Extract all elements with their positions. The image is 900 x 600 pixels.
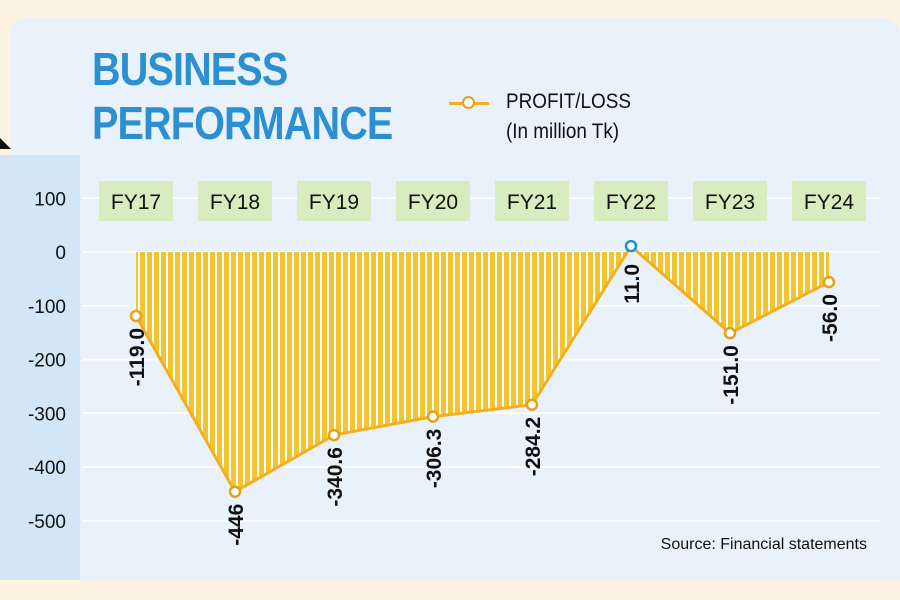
x-axis-categories: FY17 FY18 FY19 FY20 FY21 FY22 FY23 FY24 (99, 181, 866, 221)
data-point-fy19 (327, 428, 341, 442)
data-point-fy21 (525, 398, 539, 412)
data-point-fy17 (129, 309, 143, 323)
data-label-fy17: -119.0 (126, 328, 149, 386)
category-box (594, 181, 668, 221)
data-point-fy22 (624, 239, 638, 253)
category-text: FY19 (309, 191, 359, 214)
category-label-fy23: FY23 (693, 181, 767, 221)
category-text: FY22 (606, 191, 656, 214)
y-axis: 100 0 -100 -200 -300 -400 -500 (28, 189, 66, 533)
category-label-fy20: FY20 (396, 181, 470, 221)
category-label-fy18: FY18 (198, 181, 272, 221)
category-box (396, 181, 470, 221)
category-text: FY24 (804, 191, 855, 214)
category-text: FY21 (507, 191, 557, 214)
data-markers (129, 239, 836, 498)
corner-triangle-decoration (0, 138, 11, 149)
legend-unit: (In million Tk) (506, 120, 620, 143)
chart-title-line-2: PERFORMANCE (92, 97, 393, 149)
y-tick-label: -300 (28, 404, 66, 425)
category-box (99, 181, 173, 221)
y-tick-label: -200 (28, 351, 66, 372)
area-fill (136, 246, 829, 492)
category-box (792, 181, 866, 221)
series-line (134, 243, 830, 494)
data-point-fy24 (822, 275, 836, 289)
category-text: FY20 (408, 191, 458, 214)
data-point-fy18 (228, 485, 242, 498)
category-text: FY23 (705, 191, 755, 214)
data-label-fy19: -340.6 (324, 447, 347, 507)
y-tick-label: -400 (28, 458, 66, 479)
category-box (693, 181, 767, 221)
y-tick-label: -100 (28, 297, 66, 318)
category-box (198, 181, 272, 221)
category-text: FY18 (210, 191, 260, 214)
chart-title-line-1: BUSINESS (92, 43, 288, 95)
y-tick-label: 100 (34, 189, 66, 210)
source-note: Source: Financial statements (660, 536, 867, 553)
area-series (134, 243, 830, 494)
data-point-fy23 (723, 326, 737, 340)
data-label-fy21: -284.2 (522, 417, 545, 477)
category-label-fy19: FY19 (297, 181, 371, 221)
category-label-fy22: FY22 (594, 181, 668, 221)
y-tick-label: 0 (55, 243, 66, 264)
data-label-fy20: -306.3 (423, 429, 446, 489)
data-label-fy18: -446 (225, 504, 248, 546)
category-text: FY17 (111, 191, 161, 214)
data-labels: -119.0 -446 -340.6 -306.3 -284.2 11.0 -151.0 -5… (126, 264, 842, 546)
category-label-fy21: FY21 (495, 181, 569, 221)
data-label-fy22: 11.0 (621, 264, 644, 304)
category-label-fy17: FY17 (99, 181, 173, 221)
data-label-fy24: -56.0 (819, 294, 842, 342)
data-point-fy20 (426, 410, 440, 423)
legend-marker-icon (462, 96, 475, 109)
category-box (297, 181, 371, 221)
category-label-fy24: FY24 (792, 181, 866, 221)
legend-label: PROFIT/LOSS (506, 90, 631, 113)
y-tick-label: -500 (28, 512, 66, 533)
category-box (495, 181, 569, 221)
data-label-fy23: -151.0 (720, 345, 743, 405)
y-axis-strip (0, 155, 80, 580)
